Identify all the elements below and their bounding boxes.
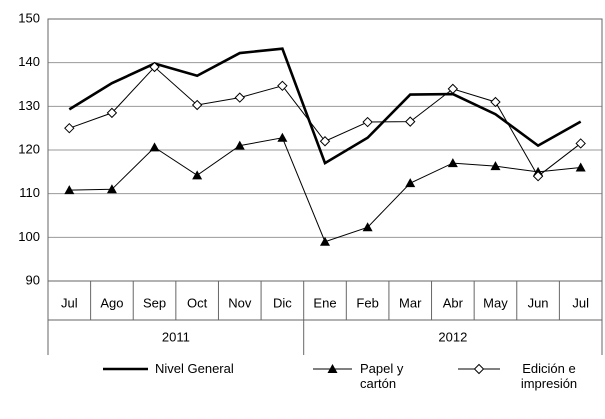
x-tick-label: Abr bbox=[443, 295, 464, 310]
marker bbox=[106, 184, 117, 194]
y-tick-label: 140 bbox=[18, 54, 40, 69]
marker bbox=[234, 92, 245, 103]
x-tick-label: Ene bbox=[313, 295, 336, 310]
marker bbox=[405, 178, 416, 188]
marker bbox=[575, 162, 586, 172]
marker bbox=[362, 116, 373, 128]
x-tick-label: Nov bbox=[228, 295, 252, 310]
marker bbox=[191, 99, 203, 111]
marker bbox=[447, 83, 459, 95]
marker bbox=[490, 161, 501, 171]
x-tick-label: May bbox=[483, 295, 508, 310]
legend-label: Nivel General bbox=[155, 361, 234, 376]
x-tick-label: Jul bbox=[572, 295, 589, 310]
x-tick-label: Sep bbox=[143, 295, 166, 310]
y-tick-label: 90 bbox=[26, 272, 40, 287]
series-line bbox=[69, 137, 581, 243]
marker bbox=[106, 107, 118, 119]
group-label: 2011 bbox=[162, 329, 190, 344]
y-tick-label: 120 bbox=[18, 141, 40, 156]
marker bbox=[473, 363, 485, 375]
marker bbox=[277, 132, 288, 142]
marker bbox=[234, 140, 245, 150]
y-tick-label: 110 bbox=[19, 185, 40, 200]
marker bbox=[192, 170, 203, 180]
legend-label: Edición e impresión bbox=[520, 361, 578, 391]
y-tick-label: 100 bbox=[18, 229, 40, 244]
marker bbox=[327, 364, 338, 373]
marker bbox=[149, 142, 160, 152]
marker bbox=[362, 222, 373, 232]
x-tick-label: Jul bbox=[61, 295, 78, 310]
marker bbox=[149, 61, 160, 73]
y-tick-label: 130 bbox=[18, 98, 40, 113]
x-tick-label: Feb bbox=[356, 295, 378, 310]
x-tick-label: Dic bbox=[273, 295, 292, 310]
marker bbox=[405, 116, 416, 127]
marker bbox=[575, 138, 586, 149]
marker bbox=[64, 185, 75, 195]
marker bbox=[447, 158, 458, 168]
group-label: 2012 bbox=[438, 329, 467, 344]
legend-label: Papel y cartón bbox=[360, 361, 404, 391]
marker bbox=[64, 122, 75, 134]
marker bbox=[319, 136, 331, 147]
marker bbox=[320, 236, 330, 246]
x-tick-label: Oct bbox=[187, 295, 208, 310]
marker bbox=[490, 96, 501, 108]
marker bbox=[277, 80, 288, 92]
x-tick-label: Mar bbox=[399, 295, 422, 310]
marker bbox=[532, 170, 544, 182]
x-tick-label: Jun bbox=[528, 295, 549, 310]
plot-border bbox=[47, 18, 603, 282]
x-tick-label: Ago bbox=[100, 295, 123, 310]
y-tick-label: 150 bbox=[18, 10, 40, 25]
